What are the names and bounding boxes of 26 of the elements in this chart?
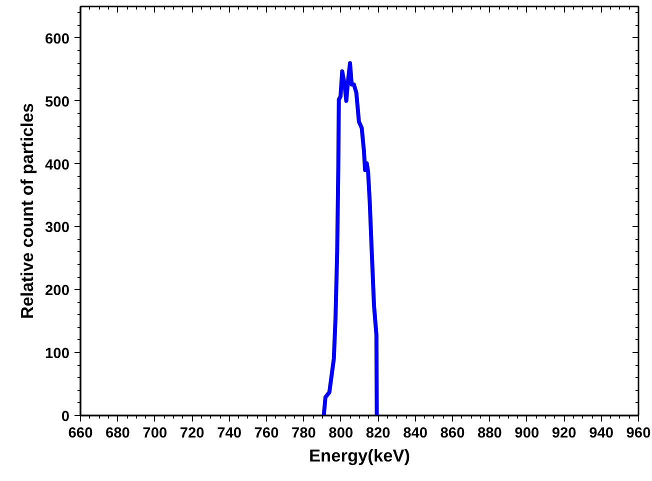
x-tick-label: 940 bbox=[589, 426, 614, 442]
x-tick-label: 760 bbox=[254, 426, 279, 442]
y-tick-label: 100 bbox=[45, 346, 70, 362]
x-tick-label: 820 bbox=[366, 426, 390, 442]
x-tick-label: 960 bbox=[626, 426, 651, 442]
x-tick-label: 740 bbox=[217, 426, 242, 442]
x-tick-label: 880 bbox=[477, 426, 502, 442]
x-tick-label: 860 bbox=[440, 426, 465, 442]
line-series bbox=[322, 61, 379, 416]
x-tick-label: 680 bbox=[105, 426, 130, 442]
x-axis-title: Energy(keV) bbox=[308, 446, 410, 466]
x-tick-label: 900 bbox=[514, 426, 540, 442]
y-tick-label: 600 bbox=[45, 31, 70, 48]
y-tick-label: 200 bbox=[45, 283, 70, 300]
x-tick-label: 720 bbox=[180, 426, 204, 442]
y-axis-title: Relative count of particles bbox=[17, 103, 38, 319]
y-tick-label: 0 bbox=[61, 409, 70, 425]
x-tick-label: 840 bbox=[403, 426, 428, 442]
x-tick-label: 800 bbox=[328, 426, 354, 442]
x-tick-label: 660 bbox=[68, 426, 93, 442]
y-tick-label: 500 bbox=[45, 94, 70, 110]
y-tick-label: 400 bbox=[45, 157, 70, 174]
y-tick-label: 300 bbox=[45, 220, 70, 236]
x-tick-label: 780 bbox=[291, 426, 316, 442]
x-tick-label: 700 bbox=[142, 426, 168, 442]
x-tick-label: 920 bbox=[552, 426, 576, 442]
